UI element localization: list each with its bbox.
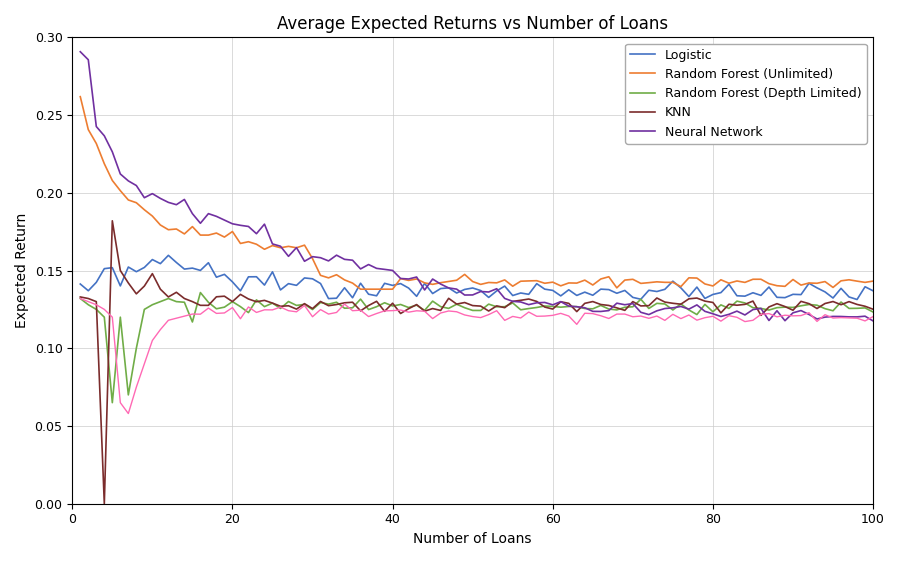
Random Forest (Depth Limited) <box>820 305 831 312</box>
KNN <box>275 303 286 310</box>
Random Forest (Depth Limited) <box>107 399 118 406</box>
KNN <box>820 300 831 307</box>
Random Forest (Depth Limited) <box>275 305 286 312</box>
Neural Network <box>259 221 270 228</box>
Logistic <box>555 292 566 299</box>
Random Forest (Depth Limited) <box>75 295 86 302</box>
Neural Network <box>828 313 839 320</box>
KNN <box>107 218 118 224</box>
KNN <box>99 500 110 507</box>
Neural Network <box>804 311 814 318</box>
Logistic <box>812 284 823 291</box>
Random Forest (Depth Limited) <box>195 289 206 296</box>
Logistic <box>835 285 846 292</box>
Logistic <box>163 252 174 259</box>
Random Forest (Depth Limited) <box>243 309 254 316</box>
KNN <box>243 296 254 302</box>
Neural Network <box>75 48 86 55</box>
Logistic <box>267 269 278 275</box>
Title: Average Expected Returns vs Number of Loans: Average Expected Returns vs Number of Lo… <box>277 15 668 33</box>
KNN <box>563 300 574 307</box>
Random Forest (Unlimited) <box>259 246 270 252</box>
Random Forest (Unlimited) <box>835 278 846 284</box>
Neural Network <box>547 301 558 308</box>
Logistic <box>235 287 246 294</box>
Legend: Logistic, Random Forest (Unlimited), Random Forest (Depth Limited), KNN, Neural : Logistic, Random Forest (Unlimited), Ran… <box>626 44 867 144</box>
Line: Neural Network: Neural Network <box>80 52 873 321</box>
KNN <box>843 298 854 305</box>
Neural Network <box>227 220 238 227</box>
Random Forest (Unlimited) <box>356 286 366 292</box>
Random Forest (Unlimited) <box>812 280 823 287</box>
Random Forest (Unlimited) <box>868 278 878 284</box>
Y-axis label: Expected Return: Expected Return <box>15 213 29 328</box>
Random Forest (Depth Limited) <box>563 303 574 310</box>
Logistic <box>491 288 502 295</box>
X-axis label: Number of Loans: Number of Loans <box>413 532 532 546</box>
Random Forest (Unlimited) <box>491 279 502 286</box>
KNN <box>75 293 86 300</box>
Random Forest (Unlimited) <box>555 283 566 289</box>
Logistic <box>868 287 878 294</box>
Line: KNN: KNN <box>80 221 873 504</box>
Random Forest (Unlimited) <box>227 228 238 235</box>
Neural Network <box>483 288 494 295</box>
Random Forest (Depth Limited) <box>843 305 854 312</box>
Random Forest (Depth Limited) <box>868 309 878 315</box>
KNN <box>868 306 878 312</box>
Line: Logistic: Logistic <box>80 255 873 300</box>
Line: Random Forest (Unlimited): Random Forest (Unlimited) <box>80 96 873 289</box>
Neural Network <box>868 318 878 324</box>
Random Forest (Depth Limited) <box>500 304 510 310</box>
Random Forest (Unlimited) <box>75 93 86 100</box>
Logistic <box>851 296 862 303</box>
Logistic <box>75 280 86 287</box>
Line: Random Forest (Depth Limited): Random Forest (Depth Limited) <box>80 293 873 403</box>
KNN <box>500 304 510 311</box>
